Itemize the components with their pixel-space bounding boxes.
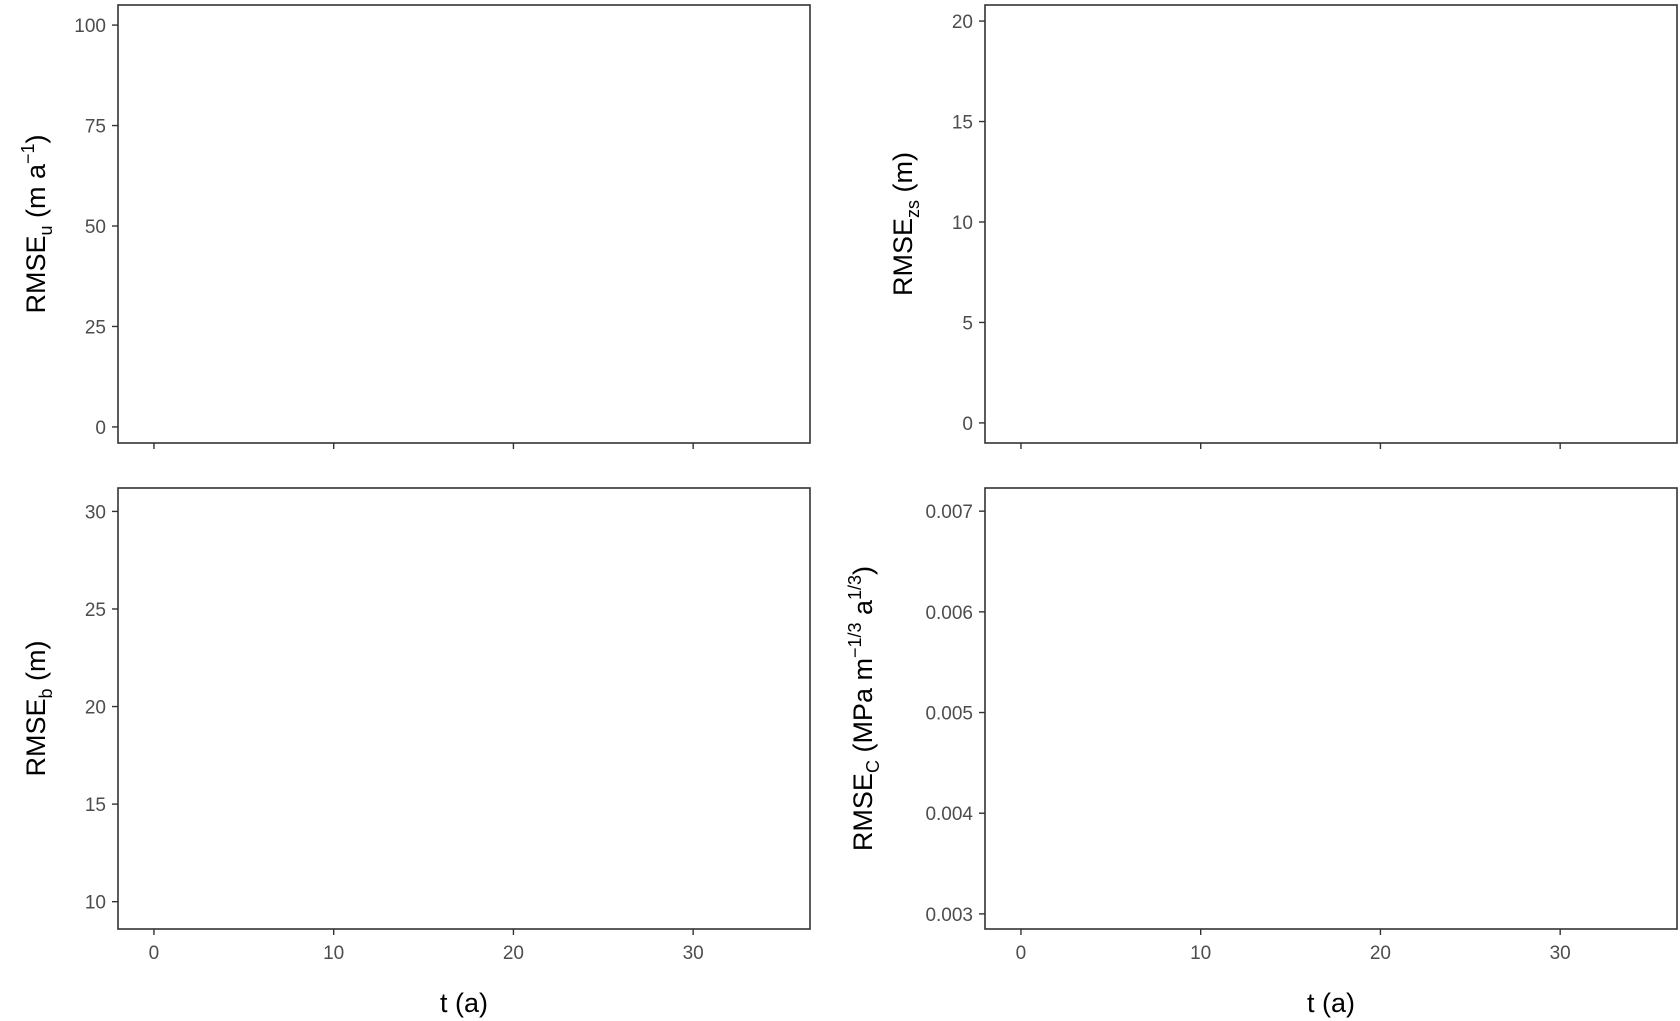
y-tick-label: 0.005 [925,704,973,725]
x-tick-label: 0 [149,943,160,964]
y-axis-title-unit: (m a [21,163,51,225]
panel-border [984,487,1678,930]
y-axis-title-close: ) [21,134,51,143]
y-axis-title-base: RMSE [21,698,51,776]
panel-rmse-c: 0.003 0.004 0.005 0.006 0.007 0 10 20 30 t (a) RMS… [845,487,1678,1018]
y-axis-title-close: ) [848,566,878,575]
y-axis-title-unit: (m) [21,640,51,688]
y-tick-label: 100 [74,16,106,37]
y-tick-label: 20 [952,12,973,33]
y-axis-title-subscript: b [36,688,56,698]
y-axis-title-base: RMSE [848,773,878,851]
y-tick-label: 20 [85,698,106,719]
y-axis-title-base: RMSE [21,236,51,314]
y-tick-label: 50 [85,217,106,238]
y-tick-label: 25 [85,600,106,621]
y-tick-label: 75 [85,117,106,138]
panel-rmse-zs: 0 5 10 15 20 RMSEzs (m) [888,4,1678,449]
y-tick-label: 0 [95,418,106,439]
y-tick-label: 10 [85,893,106,914]
x-tick-label: 30 [683,943,704,964]
x-tick-label: 30 [1550,943,1571,964]
x-tick-label: 10 [1190,943,1211,964]
y-tick-label: 0.007 [925,502,973,523]
y-axis-title: RMSEu (m a−1) [18,134,56,313]
x-axis-title: t (a) [1307,988,1355,1018]
x-tick-label: 0 [1016,943,1027,964]
y-tick-label: 0.006 [925,603,973,624]
y-tick-label: 5 [962,313,973,334]
panel-rmse-b: 10 15 20 25 30 0 10 20 30 t (a) RMSEb (m) [21,487,811,1018]
y-axis-title: RMSEzs (m) [888,152,923,296]
y-axis-title-unit: (MPa m [848,658,878,760]
x-axis-title: t (a) [440,988,488,1018]
y-axis-title-subscript: u [36,226,56,236]
y-tick-label: 25 [85,317,106,338]
x-tick-label: 10 [323,943,344,964]
y-tick-label: 15 [85,795,106,816]
y-axis-title-superscript: −1/3 [845,622,865,658]
y-tick-label: 0.004 [925,804,973,825]
x-tick-label: 20 [1370,943,1391,964]
y-axis-title-subscript: zs [903,200,923,218]
y-axis-title-subscript: C [863,760,883,773]
y-axis-title-superscript-2: 1/3 [845,575,865,600]
y-axis-title: RMSEC (MPa m−1/3 a1/3) [845,566,883,851]
y-axis-title-unit: (m) [888,152,918,200]
y-axis-title: RMSEb (m) [21,640,56,776]
y-axis-title-base: RMSE [888,218,918,296]
y-tick-label: 15 [952,113,973,134]
y-tick-label: 30 [85,502,106,523]
panel-border [117,4,811,444]
x-tick-label: 20 [503,943,524,964]
panel-border [117,487,811,930]
panel-border [984,4,1678,444]
y-axis-title-superscript: −1 [18,143,38,164]
panel-rmse-u: 0 25 50 75 100 RMSEu (m a−1) [18,4,811,449]
y-axis-title-unit-mid: a [848,599,878,623]
y-tick-label: 10 [952,213,973,234]
y-tick-label: 0.003 [925,905,973,926]
y-tick-label: 0 [962,414,973,435]
